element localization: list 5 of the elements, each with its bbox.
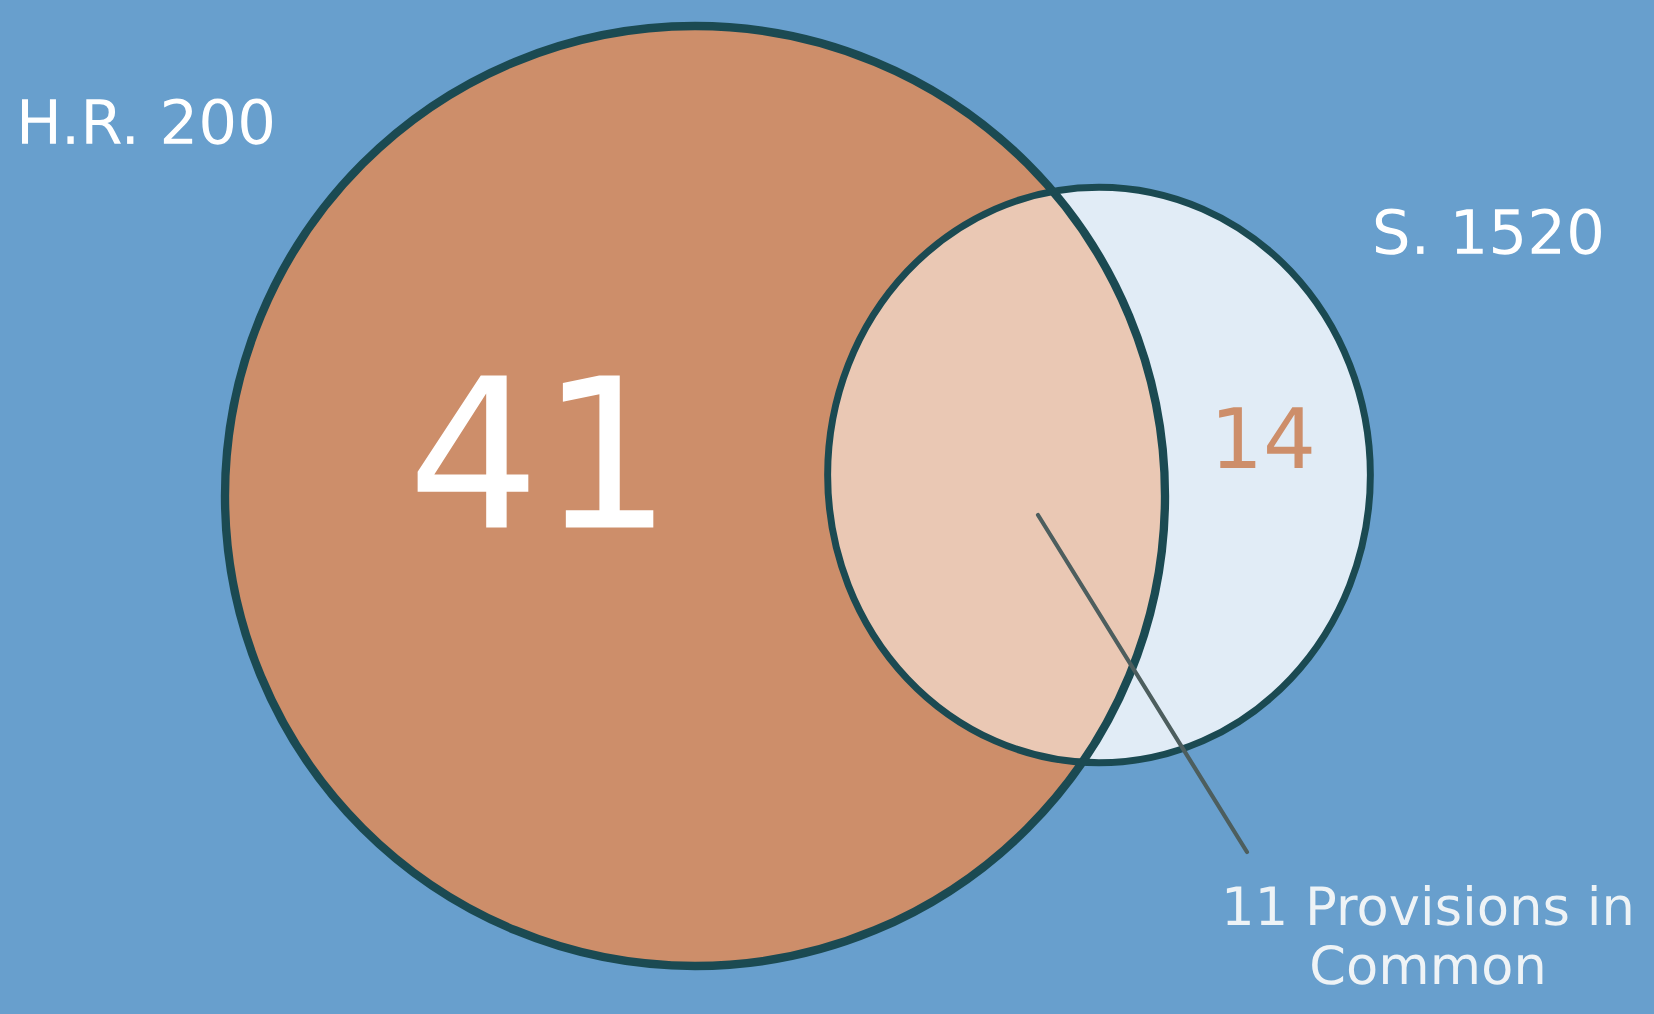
data-label: 11 Provisions in Common — [1226, 884, 1631, 985]
category-label: H.R. 200 — [22, 98, 272, 145]
data-label: 41 — [417, 375, 654, 528]
category-label: S. 1520 — [1375, 208, 1601, 255]
data-label: 14 — [1219, 407, 1312, 468]
